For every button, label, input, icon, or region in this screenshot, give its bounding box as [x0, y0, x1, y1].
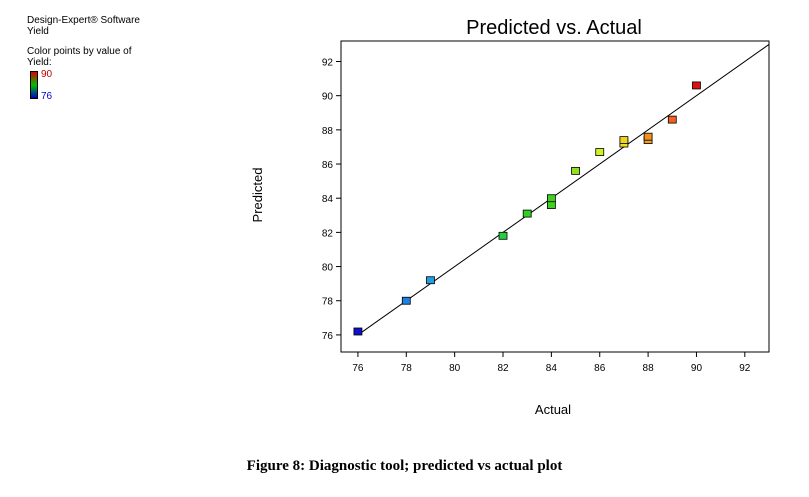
y-axis-label: Predicted [250, 168, 265, 223]
x-tick-label: 88 [643, 363, 655, 374]
data-point [401, 296, 411, 305]
color-variable: Yield: [27, 57, 52, 68]
color-legend-bar [30, 71, 38, 99]
figure-caption: Figure 8: Diagnostic tool; predicted vs … [246, 458, 563, 474]
data-point [692, 81, 701, 90]
x-tick-label: 86 [594, 363, 606, 374]
software-name: Design-Expert® Software [27, 15, 140, 26]
data-point [643, 132, 653, 141]
y-tick-label: 88 [322, 126, 334, 137]
software-info-panel: Design-Expert® Software Yield Color poin… [27, 15, 140, 68]
x-tick-label: 82 [497, 363, 509, 374]
y-tick-label: 82 [322, 228, 334, 239]
x-tick-label: 84 [546, 363, 558, 374]
data-points [353, 81, 701, 336]
x-tick-label: 92 [739, 363, 751, 374]
data-point [353, 327, 363, 336]
y-tick-label: 78 [322, 297, 334, 308]
x-tick-label: 78 [401, 363, 413, 374]
data-point [546, 201, 556, 209]
response-name: Yield [27, 26, 49, 37]
y-tick-label: 84 [322, 194, 334, 205]
x-tick-label: 90 [691, 363, 703, 374]
data-point [546, 194, 556, 203]
x-axis-label: Actual [535, 402, 571, 417]
data-point [595, 148, 605, 156]
legend-min-label: 76 [41, 91, 53, 102]
legend-max-label: 90 [41, 69, 53, 80]
x-tick-label: 80 [449, 363, 461, 374]
data-point [522, 209, 532, 218]
x-axis: 76 78 80 82 84 86 88 90 92 [352, 352, 751, 374]
data-point [571, 166, 580, 175]
data-point [667, 115, 677, 124]
reference-line-group [357, 44, 770, 336]
reference-line [357, 44, 770, 336]
x-tick-label: 76 [352, 363, 364, 374]
plot-frame [340, 40, 770, 353]
data-point [619, 136, 629, 145]
y-tick-label: 76 [322, 331, 334, 342]
chart-title: Predicted vs. Actual [466, 17, 642, 39]
y-tick-label: 92 [322, 58, 334, 69]
data-point [426, 276, 435, 285]
y-tick-label: 86 [322, 160, 334, 171]
y-axis: 76 78 80 82 84 86 88 90 92 [322, 58, 341, 342]
color-note: Color points by value of [27, 46, 132, 57]
y-tick-label: 90 [322, 92, 334, 103]
data-point [498, 231, 508, 240]
y-tick-label: 80 [322, 263, 334, 274]
